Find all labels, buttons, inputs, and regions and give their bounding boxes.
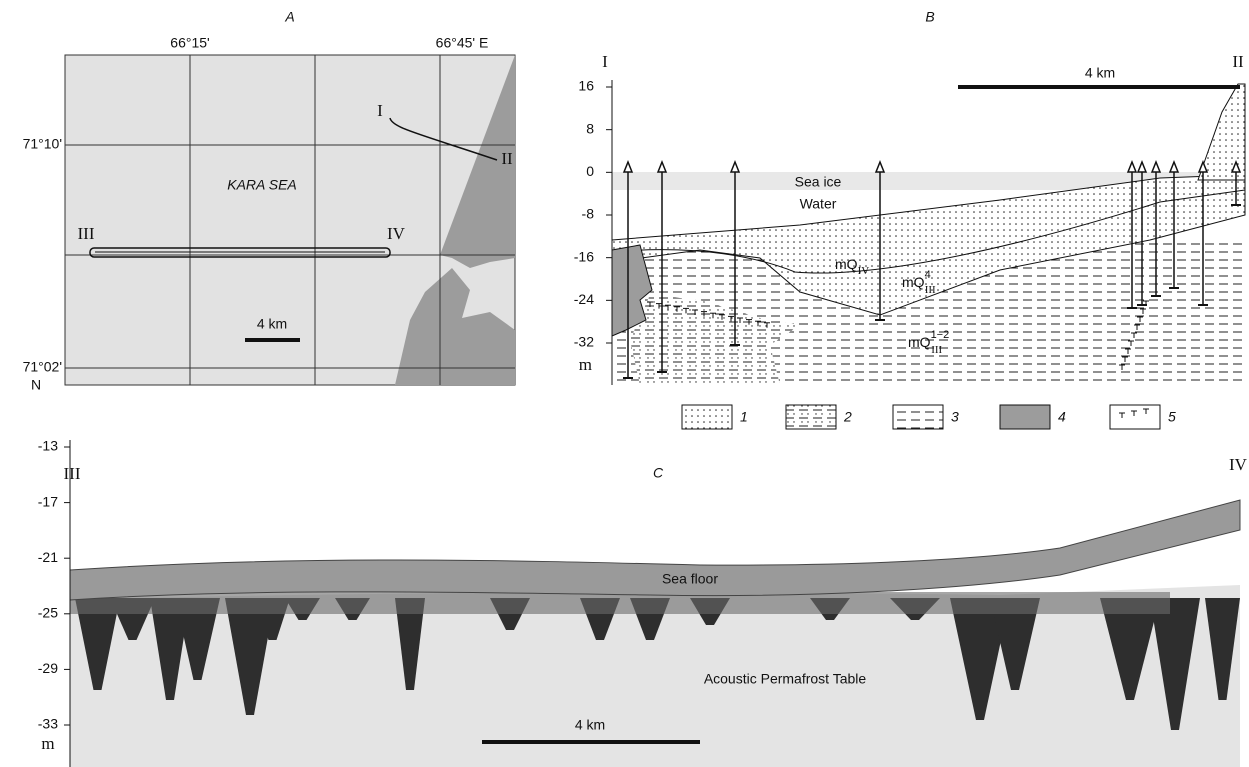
relief-spike bbox=[1150, 598, 1200, 730]
relief-spike bbox=[75, 598, 120, 690]
profile-end: II bbox=[1232, 52, 1244, 71]
y-tick-label: -24 bbox=[574, 291, 594, 307]
land bbox=[395, 268, 515, 385]
point-label: III bbox=[78, 224, 95, 243]
relief-spike bbox=[150, 598, 190, 700]
scale-label: 4 km bbox=[257, 316, 287, 332]
profile-end: I bbox=[602, 52, 608, 71]
unit-sup: 4 bbox=[925, 269, 931, 281]
relief-spike bbox=[225, 598, 275, 715]
relief-spike bbox=[395, 598, 425, 690]
borehole-top bbox=[1150, 159, 1162, 173]
borehole-top bbox=[1230, 159, 1242, 173]
permafrost-body bbox=[70, 585, 1240, 767]
axis-unit: m bbox=[579, 355, 592, 374]
unit-sub: III bbox=[925, 284, 936, 296]
relief-spike bbox=[990, 598, 1040, 690]
legend-label: 4 bbox=[1058, 409, 1066, 425]
legend-label: 1 bbox=[740, 409, 748, 425]
y-tick-label: 0 bbox=[586, 163, 594, 179]
sand-unit bbox=[1197, 83, 1246, 181]
scale-label: 4 km bbox=[575, 717, 605, 733]
lat-hemisphere: N bbox=[31, 377, 41, 393]
y-tick-label: 8 bbox=[586, 120, 594, 136]
point-label: IV bbox=[387, 224, 406, 243]
panel-label: B bbox=[925, 9, 934, 25]
relief-spike bbox=[950, 598, 1010, 720]
profile-end: IV bbox=[1229, 455, 1248, 474]
legend-swatch bbox=[1109, 404, 1161, 430]
sea-floor-band bbox=[69, 499, 1241, 601]
legend-swatch bbox=[892, 404, 944, 430]
borehole-top bbox=[1197, 159, 1209, 173]
profile-line bbox=[389, 117, 498, 161]
panel-label: C bbox=[653, 465, 664, 481]
sand-unit bbox=[611, 174, 1246, 316]
y-tick-label: -25 bbox=[38, 605, 58, 621]
borehole-top bbox=[656, 159, 668, 173]
borehole-top bbox=[1168, 159, 1180, 173]
point-label: I bbox=[377, 101, 383, 120]
y-tick-label: -16 bbox=[574, 248, 594, 264]
y-tick-label: -21 bbox=[38, 549, 58, 565]
legend-label: 2 bbox=[843, 409, 852, 425]
bedrock bbox=[611, 244, 653, 337]
legend-label: 5 bbox=[1168, 409, 1176, 425]
unit-boundary bbox=[611, 189, 1246, 274]
relief-band bbox=[70, 592, 1170, 614]
unit-sub: IV bbox=[858, 265, 870, 277]
y-tick-label: -8 bbox=[582, 206, 595, 222]
lat-label: 71°10' bbox=[23, 136, 62, 152]
borehole-top bbox=[729, 159, 741, 173]
sea-ice bbox=[612, 172, 1245, 190]
y-tick-label: 16 bbox=[578, 78, 594, 94]
legend-label: 3 bbox=[951, 409, 959, 425]
y-tick-label: -13 bbox=[38, 438, 58, 454]
panel-b: B I II 4 km Sea ice Water m 16 8 0 -8 -16 -24… bbox=[574, 9, 1246, 385]
borehole-top bbox=[874, 159, 886, 173]
sea-label: KARA SEA bbox=[227, 177, 297, 193]
y-tick-label: -29 bbox=[38, 660, 58, 676]
unit-base: mQ bbox=[835, 256, 858, 272]
unit-sup: 1−2 bbox=[931, 329, 950, 341]
profile-end: III bbox=[64, 464, 81, 483]
land bbox=[440, 55, 515, 268]
panel-label: A bbox=[284, 9, 294, 25]
legend: 1 2 3 4 5 bbox=[681, 404, 1176, 430]
silt-unit bbox=[630, 295, 800, 385]
panel-c: C III IV Sea floor Acoustic Permafrost T… bbox=[38, 438, 1248, 767]
permafrost-relief bbox=[70, 592, 1240, 730]
y-tick-label: -32 bbox=[574, 334, 594, 350]
lon-label: 66°45' E bbox=[436, 35, 489, 51]
layer-label: Acoustic Permafrost Table bbox=[704, 671, 867, 687]
lon-label: 66°15' bbox=[170, 35, 209, 51]
borehole-top bbox=[1136, 159, 1148, 173]
legend-swatch bbox=[681, 404, 733, 430]
panel-a: A 66°15' 66°45' E 71°10' 71°02' N KARA S… bbox=[23, 9, 516, 393]
legend-swatch bbox=[999, 404, 1051, 430]
lat-label: 71°02' bbox=[23, 359, 62, 375]
unit-label: mQ1−2 III bbox=[908, 329, 949, 356]
relief-spike bbox=[1100, 598, 1160, 700]
borehole-top bbox=[622, 159, 634, 173]
y-tick-label: -17 bbox=[38, 493, 58, 509]
unit-base: mQ bbox=[908, 334, 931, 350]
legend-swatch bbox=[785, 404, 837, 430]
profile-strip bbox=[89, 247, 391, 258]
scale-label: 4 km bbox=[1085, 65, 1115, 81]
y-tick-label: -33 bbox=[38, 716, 58, 732]
relief-spike bbox=[1205, 598, 1240, 700]
borehole-top bbox=[1126, 159, 1138, 173]
unit-label: mQ4 III bbox=[902, 269, 936, 296]
point-label: II bbox=[501, 149, 513, 168]
unit-sub: III bbox=[931, 344, 942, 356]
unit-label: mQIV bbox=[835, 256, 869, 277]
unit-base: mQ bbox=[902, 274, 925, 290]
layer-label: Sea floor bbox=[662, 571, 718, 587]
relief-spike bbox=[175, 598, 220, 680]
layer-label: Water bbox=[800, 196, 837, 212]
layer-label: Sea ice bbox=[795, 174, 842, 190]
axis-unit: m bbox=[41, 734, 54, 753]
